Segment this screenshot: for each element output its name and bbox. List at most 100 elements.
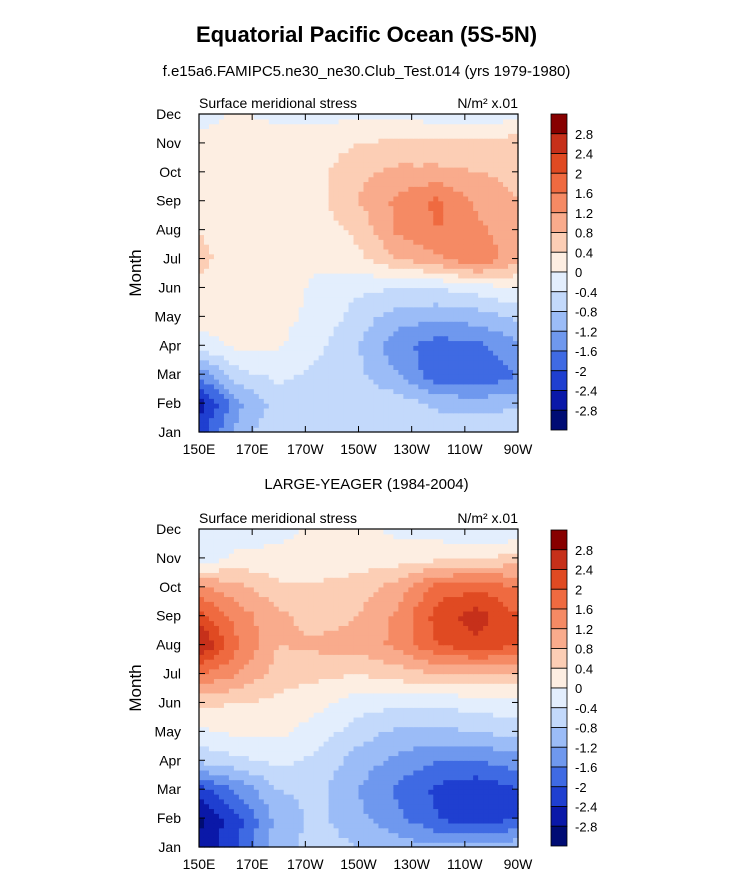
contour-cell	[298, 200, 305, 207]
contour-cell	[463, 167, 469, 173]
contour-cell	[243, 133, 250, 139]
contour-cell	[298, 803, 305, 810]
contour-cell	[423, 364, 429, 370]
contour-cell	[293, 379, 300, 385]
contour-cell	[403, 383, 409, 390]
contour-cell	[273, 277, 280, 284]
contour-cell	[503, 248, 509, 255]
contour-cell	[199, 311, 205, 317]
contour-cell	[258, 321, 265, 327]
contour-cell	[453, 842, 459, 848]
contour-cell	[333, 273, 340, 279]
contour-cell	[318, 832, 325, 838]
contour-cell	[478, 837, 484, 843]
contour-cell	[423, 186, 429, 192]
contour-cell	[413, 176, 419, 183]
contour-cell	[363, 123, 370, 130]
contour-cell	[313, 813, 320, 819]
contour-cell	[483, 403, 489, 409]
contour-cell	[468, 277, 474, 284]
contour-cell	[333, 306, 340, 313]
contour-cell	[513, 248, 519, 255]
contour-cell	[438, 374, 444, 380]
contour-cell	[383, 359, 389, 366]
contour-cell	[208, 142, 215, 149]
contour-cell	[333, 287, 340, 293]
contour-cell	[398, 316, 404, 322]
contour-cell	[238, 388, 245, 395]
contour-cell	[418, 827, 424, 834]
contour-cell	[493, 277, 499, 284]
contour-cell	[308, 794, 315, 800]
contour-cell	[288, 335, 295, 342]
contour-cell	[503, 297, 509, 303]
contour-cell	[233, 306, 240, 313]
contour-cell	[358, 813, 365, 819]
contour-cell	[258, 297, 265, 303]
contour-cell	[483, 220, 489, 226]
contour-cell	[433, 297, 439, 303]
contour-cell	[308, 403, 315, 409]
contour-cell	[328, 224, 335, 231]
contour-cell	[463, 813, 469, 819]
contour-cell	[453, 181, 459, 187]
contour-cell	[368, 234, 375, 240]
contour-cell	[513, 133, 519, 139]
contour-cell	[453, 345, 459, 351]
contour-cell	[378, 277, 385, 284]
contour-cell	[268, 215, 275, 221]
contour-cell	[323, 282, 330, 289]
contour-cell	[323, 195, 330, 202]
contour-cell	[423, 224, 429, 231]
contour-cell	[408, 248, 414, 255]
contour-cell	[303, 224, 310, 231]
contour-cell	[483, 379, 489, 385]
contour-cell	[403, 326, 409, 332]
contour-cell	[418, 350, 424, 356]
contour-cell	[253, 827, 260, 834]
contour-cell	[493, 152, 499, 158]
contour-cell	[238, 379, 245, 385]
contour-cell	[328, 832, 335, 838]
contour-cell	[498, 398, 504, 404]
contour-cell	[213, 832, 220, 838]
contour-cell	[463, 827, 469, 834]
contour-cell	[378, 822, 385, 829]
contour-cell	[478, 369, 484, 375]
contour-cell	[358, 388, 365, 395]
contour-cell	[423, 842, 429, 848]
contour-cell	[383, 321, 389, 327]
contour-cell	[413, 301, 419, 308]
contour-cell	[298, 287, 305, 293]
contour-cell	[218, 292, 225, 298]
contour-cell	[333, 422, 340, 428]
contour-cell	[468, 827, 474, 834]
contour-cell	[338, 176, 345, 183]
contour-cell	[223, 224, 230, 231]
contour-cell	[298, 330, 305, 337]
contour-cell	[463, 335, 469, 342]
contour-cell	[363, 842, 370, 848]
contour-cell	[248, 114, 255, 120]
contour-cell	[498, 383, 504, 390]
contour-cell	[348, 253, 355, 260]
contour-cell	[243, 359, 250, 366]
contour-cell	[463, 364, 469, 370]
contour-cell	[348, 229, 355, 236]
contour-cell	[423, 340, 429, 346]
contour-cell	[388, 210, 394, 216]
contour-cell	[388, 822, 394, 829]
contour-cell	[508, 181, 514, 187]
contour-cell	[268, 837, 275, 843]
contour-cell	[358, 412, 365, 419]
contour-cell	[428, 417, 434, 423]
contour-cell	[403, 142, 409, 149]
contour-cell	[513, 427, 519, 433]
contour-cell	[378, 388, 385, 395]
contour-cell	[288, 311, 295, 317]
contour-cell	[388, 118, 394, 125]
contour-cell	[303, 427, 310, 433]
contour-cell	[208, 128, 215, 134]
contour-cell	[248, 340, 255, 346]
contour-cell	[278, 837, 285, 843]
